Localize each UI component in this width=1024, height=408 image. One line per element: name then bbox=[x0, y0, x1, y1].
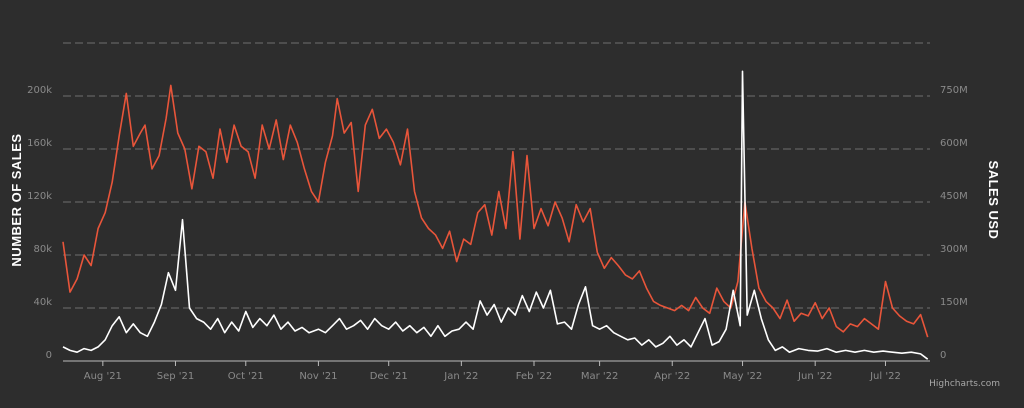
left-tick-label: 120k bbox=[27, 191, 52, 202]
x-tick-label: Oct '21 bbox=[228, 371, 264, 382]
number-of-sales-line[interactable] bbox=[62, 84, 929, 338]
left-tick-label: 40k bbox=[33, 297, 52, 308]
x-tick-label: Jun '22 bbox=[797, 371, 832, 382]
right-axis-ticks: 0 150M 300M 450M 600M 750M bbox=[940, 85, 968, 361]
left-axis-title: NUMBER OF SALES bbox=[9, 133, 24, 266]
x-tick-label: Jul '22 bbox=[869, 371, 901, 382]
right-axis-title: SALES USD bbox=[986, 161, 1001, 240]
x-tick-label: Dec '21 bbox=[370, 371, 408, 382]
x-axis-ticks: Aug '21 Sep '21 Oct '21 Nov '21 Dec '21 Jan '… bbox=[84, 361, 901, 382]
left-tick-label: 80k bbox=[33, 244, 52, 255]
sales-usd-line[interactable] bbox=[62, 70, 929, 360]
left-tick-label: 160k bbox=[27, 138, 52, 149]
x-tick-label: Jan '22 bbox=[443, 371, 478, 382]
gridlines bbox=[63, 42, 930, 362]
left-tick-label: 200k bbox=[27, 85, 52, 96]
right-tick-label: 450M bbox=[940, 191, 968, 202]
right-tick-label: 0 bbox=[940, 350, 946, 361]
x-tick-label: May '22 bbox=[723, 371, 762, 382]
x-tick-label: Sep '21 bbox=[157, 371, 195, 382]
x-tick-label: Aug '21 bbox=[84, 371, 122, 382]
right-tick-label: 150M bbox=[940, 297, 968, 308]
x-tick-label: Mar '22 bbox=[581, 371, 619, 382]
highcharts-credit[interactable]: Highcharts.com bbox=[929, 379, 1000, 389]
right-tick-label: 750M bbox=[940, 85, 968, 96]
x-tick-label: Nov '21 bbox=[299, 371, 337, 382]
series-layer bbox=[62, 70, 929, 360]
right-tick-label: 300M bbox=[940, 244, 968, 255]
right-tick-label: 600M bbox=[940, 138, 968, 149]
left-axis-ticks: 0 40k 80k 120k 160k 200k bbox=[27, 85, 52, 361]
x-tick-label: Feb '22 bbox=[516, 371, 552, 382]
left-tick-label: 0 bbox=[46, 350, 52, 361]
x-tick-label: Apr '22 bbox=[654, 371, 690, 382]
